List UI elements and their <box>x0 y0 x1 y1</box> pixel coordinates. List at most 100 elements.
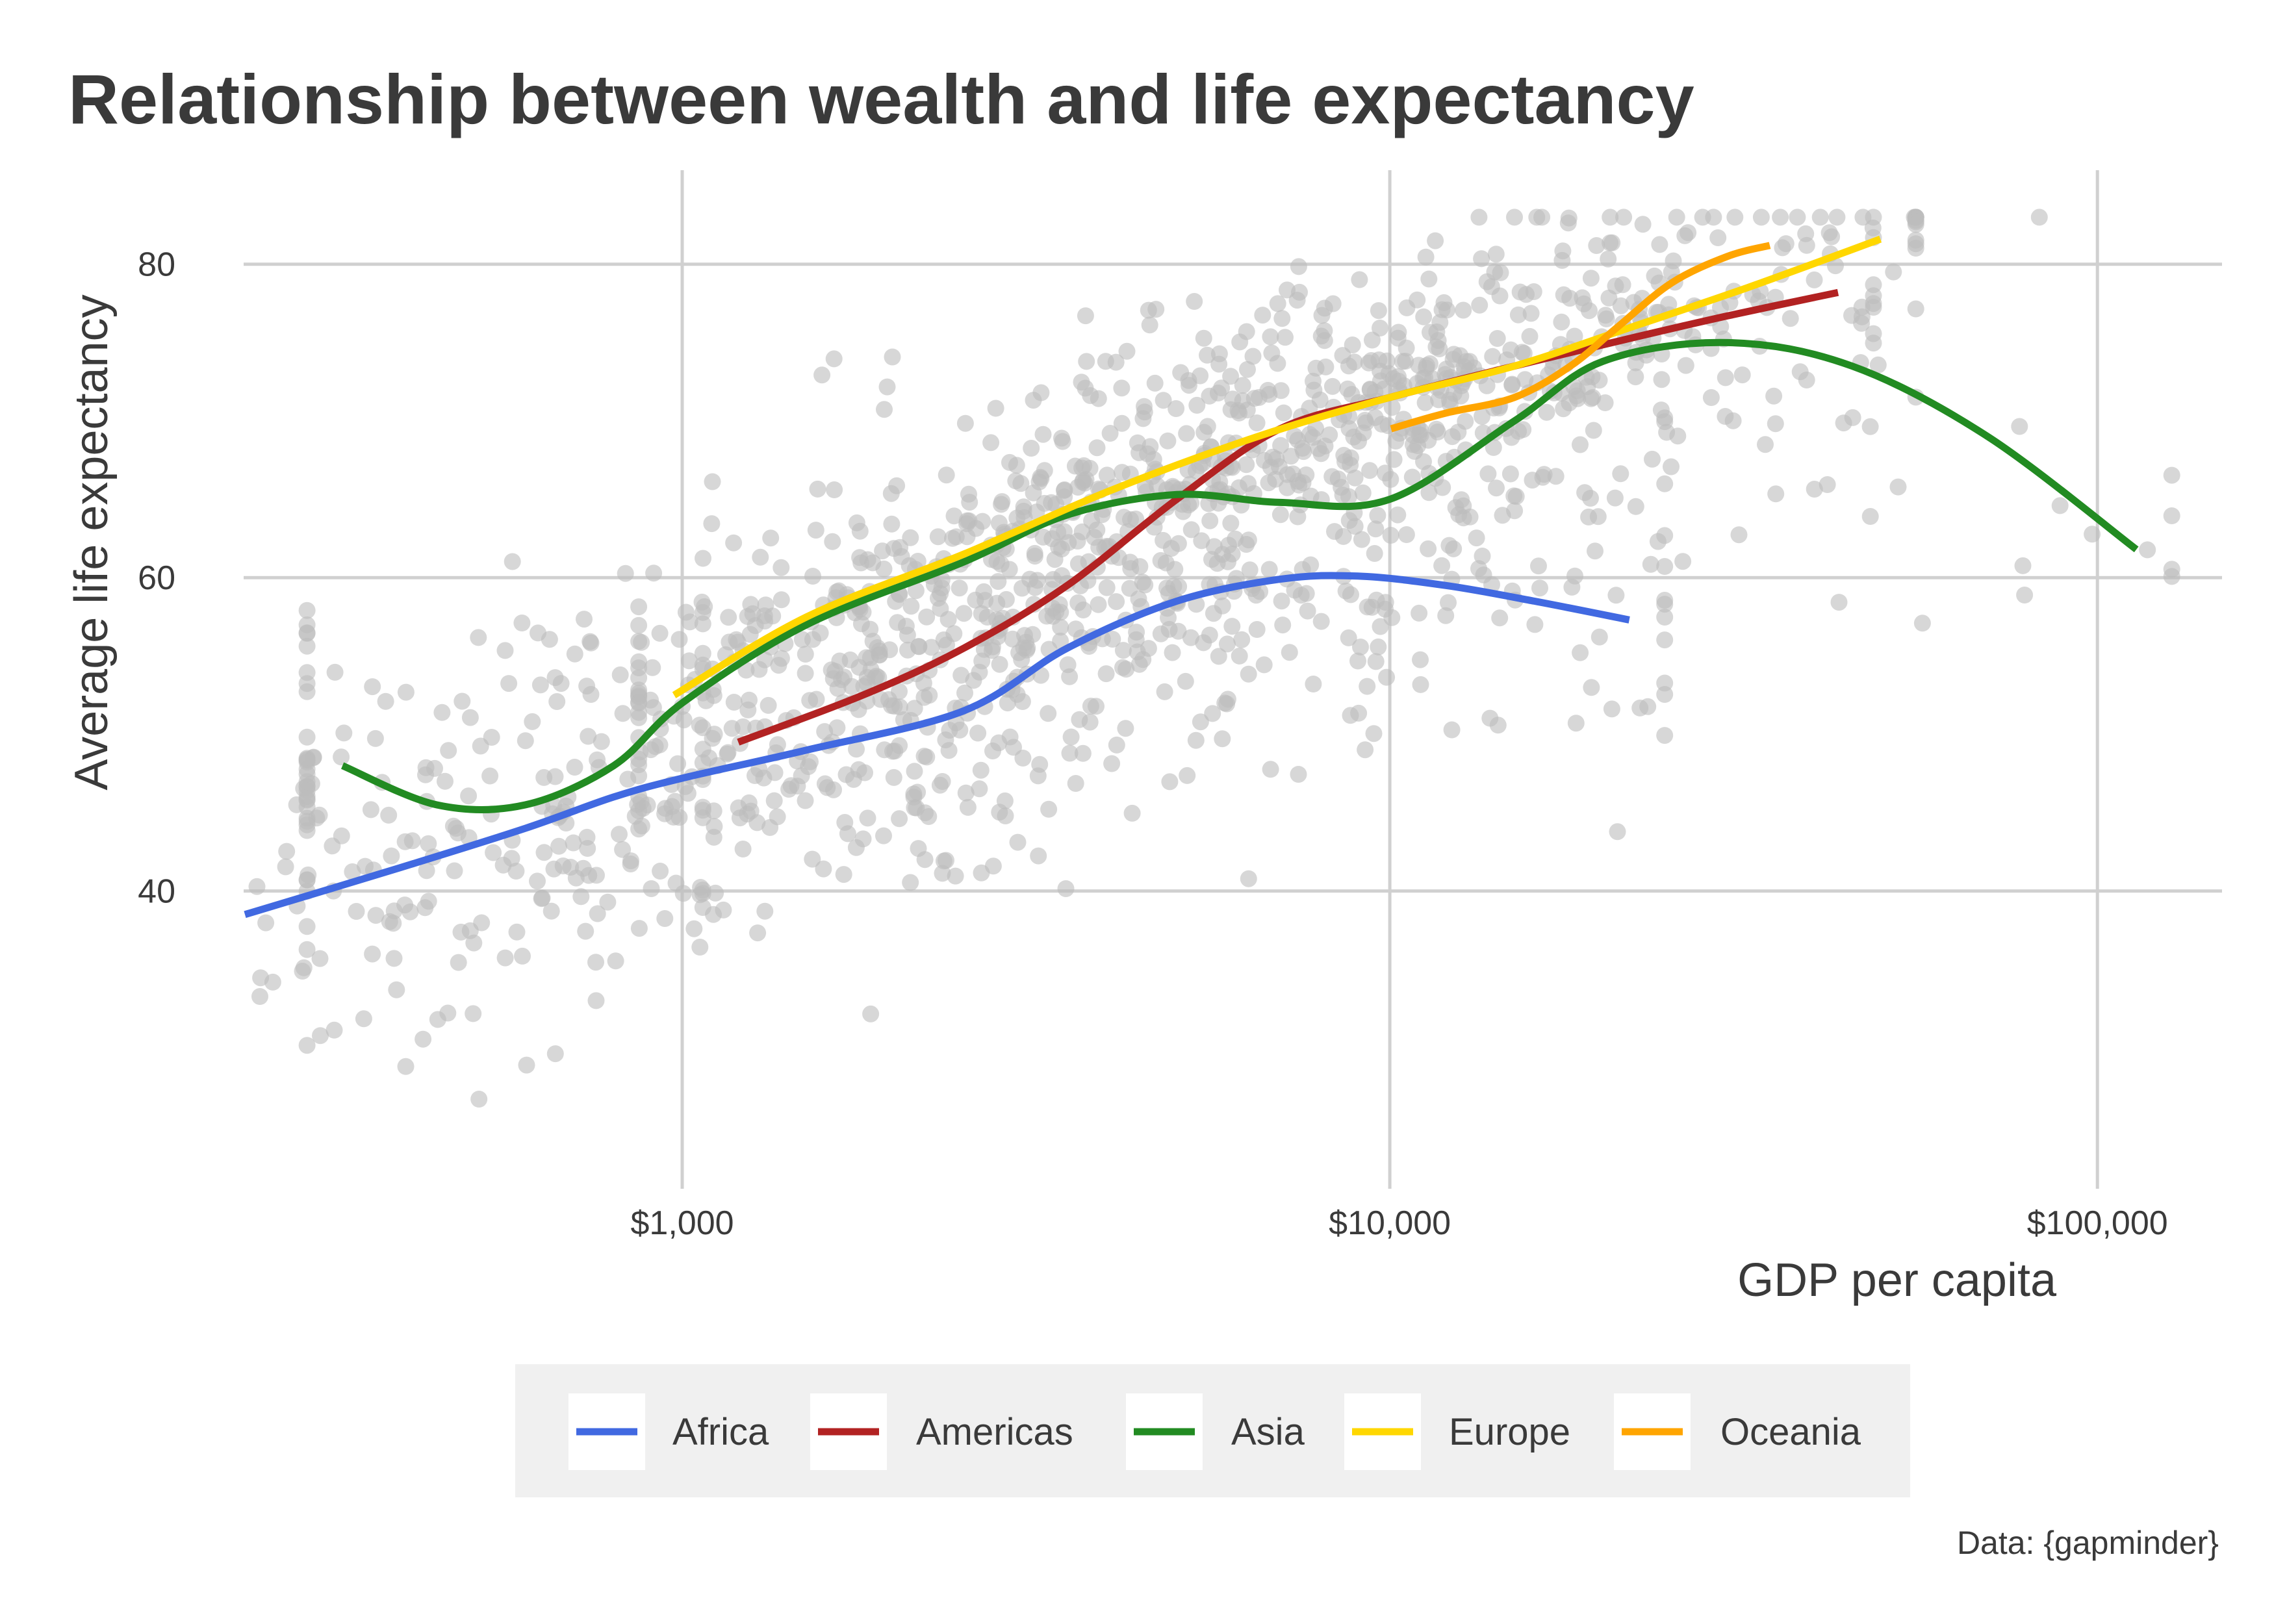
scatter-point <box>1335 527 1352 545</box>
scatter-point <box>587 992 605 1009</box>
scatter-point <box>622 856 639 872</box>
scatter-point <box>1656 727 1674 744</box>
chart-title: Relationship between wealth and life exp… <box>68 60 1694 138</box>
scatter-point <box>1081 713 1099 731</box>
scatter-point <box>826 481 843 498</box>
scatter-point <box>1177 672 1194 690</box>
scatter-point <box>1269 355 1286 372</box>
scatter-point <box>1195 329 1212 347</box>
scatter-point <box>1098 466 1116 484</box>
scatter-point <box>1589 508 1607 526</box>
scatter-point <box>902 598 920 615</box>
scatter-point <box>937 731 954 748</box>
scatter-point <box>706 726 723 743</box>
scatter-point <box>1248 621 1266 638</box>
scatter-point <box>1346 469 1364 487</box>
scatter-point <box>577 922 594 940</box>
scatter-point <box>433 704 451 721</box>
scatter-point <box>1107 353 1125 371</box>
scatter-point <box>333 748 350 766</box>
scatter-point <box>1088 439 1106 457</box>
scatter-point <box>529 872 546 890</box>
scatter-point <box>917 804 934 822</box>
scatter-point <box>958 512 976 529</box>
scatter-point <box>1317 358 1335 375</box>
scatter-point <box>1103 755 1121 772</box>
scatter-point <box>1186 293 1203 310</box>
scatter-point <box>869 639 886 656</box>
scatter-point <box>344 863 361 880</box>
scatter-point <box>1352 639 1369 655</box>
scatter-point <box>872 691 889 708</box>
scatter-point <box>969 724 987 742</box>
scatter-point <box>546 669 564 687</box>
scatter-point <box>932 600 949 617</box>
scatter-point <box>1819 476 1836 493</box>
scatter-point <box>1168 400 1185 417</box>
scatter-point <box>935 631 952 648</box>
scatter-point <box>580 728 597 745</box>
scatter-point <box>444 817 462 835</box>
scatter-point <box>807 522 824 539</box>
scatter-point <box>885 768 902 786</box>
scatter-point <box>1674 553 1692 570</box>
scatter-point <box>470 629 487 646</box>
scatter-point <box>1733 366 1751 384</box>
scatter-point <box>938 466 955 484</box>
scatter-point <box>1390 324 1407 341</box>
scatter-point <box>2030 209 2048 226</box>
scatter-point <box>396 896 414 914</box>
scatter-point <box>1486 263 1503 281</box>
scatter-point <box>1503 429 1520 446</box>
scatter-point <box>951 721 969 739</box>
scatter-point <box>1354 484 1372 501</box>
scatter-point <box>1262 761 1279 778</box>
scatter-point <box>541 631 558 648</box>
scatter-point <box>1521 327 1539 345</box>
scatter-point <box>388 981 405 998</box>
scatter-point <box>1088 698 1105 715</box>
scatter-point <box>1709 229 1727 246</box>
scatter-point <box>1443 721 1461 739</box>
scatter-point <box>543 902 560 920</box>
scatter-point <box>1240 870 1257 887</box>
scatter-point <box>550 837 568 855</box>
scatter-point <box>1461 508 1479 526</box>
scatter-point <box>1752 209 1770 226</box>
scatter-point <box>1644 450 1661 468</box>
scatter-point <box>1108 736 1125 754</box>
legend-label-americas: Americas <box>916 1411 1073 1453</box>
scatter-point <box>956 414 974 432</box>
scatter-point <box>1052 632 1069 650</box>
scatter-point <box>1223 618 1241 635</box>
scatter-point <box>2084 526 2101 543</box>
scatter-point <box>1193 532 1210 550</box>
scatter-point <box>508 923 526 941</box>
scatter-point <box>667 874 685 892</box>
scatter-point <box>854 830 872 848</box>
scatter-point <box>630 633 648 650</box>
scatter-point <box>1612 465 1629 483</box>
y-tick-label: 40 <box>138 873 175 911</box>
scatter-point <box>1385 451 1403 468</box>
scatter-point <box>1218 635 1236 653</box>
scatter-point <box>1907 213 1924 231</box>
scatter-point <box>1337 582 1355 600</box>
scatter-point <box>565 834 582 852</box>
scatter-point <box>578 678 596 695</box>
legend-label-oceania: Oceania <box>1720 1411 1861 1453</box>
scatter-point <box>554 857 572 874</box>
scatter-point <box>1587 542 1603 560</box>
scatter-point <box>1627 368 1644 386</box>
scatter-point <box>630 709 648 726</box>
scatter-point <box>1283 448 1299 465</box>
scatter-point <box>1444 428 1461 446</box>
scatter-point <box>1455 358 1473 375</box>
scatter-point <box>955 605 973 622</box>
scatter-point <box>1034 425 1052 443</box>
scatter-point <box>1019 639 1036 657</box>
scatter-point <box>348 903 365 920</box>
scatter-point <box>278 843 296 860</box>
scatter-point <box>312 1027 329 1045</box>
scatter-point <box>959 798 977 816</box>
